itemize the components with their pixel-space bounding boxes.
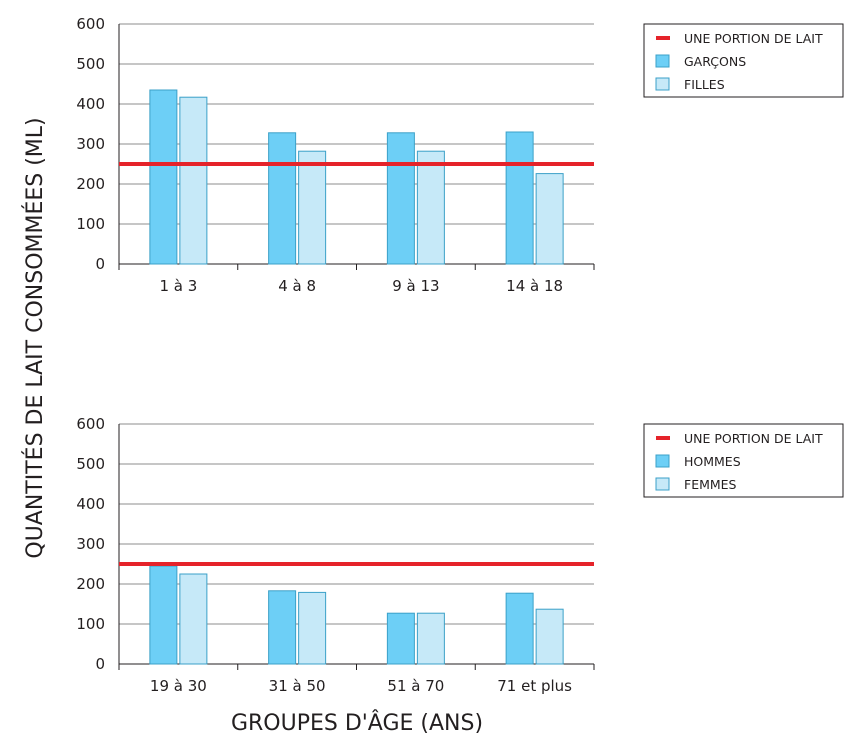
legend: UNE PORTION DE LAIT GARÇONS FILLES — [643, 23, 844, 98]
bar-series1 — [386, 132, 415, 265]
bar-series2 — [298, 150, 327, 265]
y-tick-label: 0 — [95, 255, 105, 273]
y-tick-label: 400 — [76, 495, 105, 513]
x-tick-label: 9 à 13 — [392, 277, 439, 295]
x-tick-label: 19 à 30 — [150, 677, 207, 695]
y-tick-label: 100 — [76, 615, 105, 633]
legend-swatch — [655, 54, 670, 68]
y-tick-label: 600 — [76, 15, 105, 33]
legend-label: FILLES — [684, 77, 725, 92]
bar-series2 — [535, 173, 564, 265]
x-tick-label: 51 à 70 — [387, 677, 444, 695]
legend: UNE PORTION DE LAIT HOMMES FEMMES — [643, 423, 844, 498]
bar-series2 — [179, 573, 208, 665]
legend-swatch — [655, 454, 670, 468]
legend-swatch — [655, 477, 670, 491]
bar-series1 — [149, 565, 178, 665]
y-tick-label: 100 — [76, 215, 105, 233]
legend-swatch-reference — [656, 36, 670, 40]
legend-box — [643, 23, 844, 98]
legend-label: GARÇONS — [684, 54, 746, 69]
y-tick-label: 200 — [76, 175, 105, 193]
bar-series1 — [268, 590, 297, 665]
chart-panel-1: 0 100 200 300 400 500 600 1 à 3 4 à 8 9 à 13 14 à … — [76, 15, 844, 295]
x-tick-label: 14 à 18 — [506, 277, 563, 295]
bar-series1 — [268, 132, 297, 265]
bar-series1 — [505, 592, 534, 665]
legend-label: HOMMES — [684, 454, 741, 469]
legend-label: FEMMES — [684, 477, 737, 492]
legend-box — [643, 423, 844, 498]
y-tick-label: 500 — [76, 55, 105, 73]
legend-label: UNE PORTION DE LAIT — [684, 431, 823, 446]
bar-series2 — [179, 96, 208, 265]
charts-group: 0 100 200 300 400 500 600 1 à 3 4 à 8 9 à 13 14 à … — [76, 15, 844, 695]
bar-series2 — [535, 608, 564, 665]
y-tick-label: 300 — [76, 535, 105, 553]
bar-series1 — [149, 89, 178, 265]
y-tick-label: 500 — [76, 455, 105, 473]
y-tick-label: 300 — [76, 135, 105, 153]
y-tick-label: 0 — [95, 655, 105, 673]
y-axis-title: QUANTITÉS DE LAIT CONSOMMÉES (ML) — [22, 117, 48, 558]
legend-swatch-reference — [656, 436, 670, 440]
chart-panel-2: 0 100 200 300 400 500 600 19 à 30 31 à 50 51 à 70… — [76, 415, 844, 695]
x-tick-label: 4 à 8 — [278, 277, 316, 295]
bar-series2 — [298, 591, 327, 665]
bar-series2 — [416, 612, 445, 665]
x-axis-title: GROUPES D'ÂGE (ANS) — [231, 710, 483, 736]
y-tick-label: 600 — [76, 415, 105, 433]
x-tick-label: 1 à 3 — [159, 277, 197, 295]
y-tick-label: 200 — [76, 575, 105, 593]
y-tick-label: 400 — [76, 95, 105, 113]
legend-label: UNE PORTION DE LAIT — [684, 31, 823, 46]
legend-swatch — [655, 77, 670, 91]
bar-series1 — [505, 131, 534, 265]
bar-series2 — [416, 150, 445, 265]
bar-series1 — [386, 612, 415, 665]
x-tick-label: 31 à 50 — [269, 677, 326, 695]
x-tick-label: 71 et plus — [497, 677, 572, 695]
